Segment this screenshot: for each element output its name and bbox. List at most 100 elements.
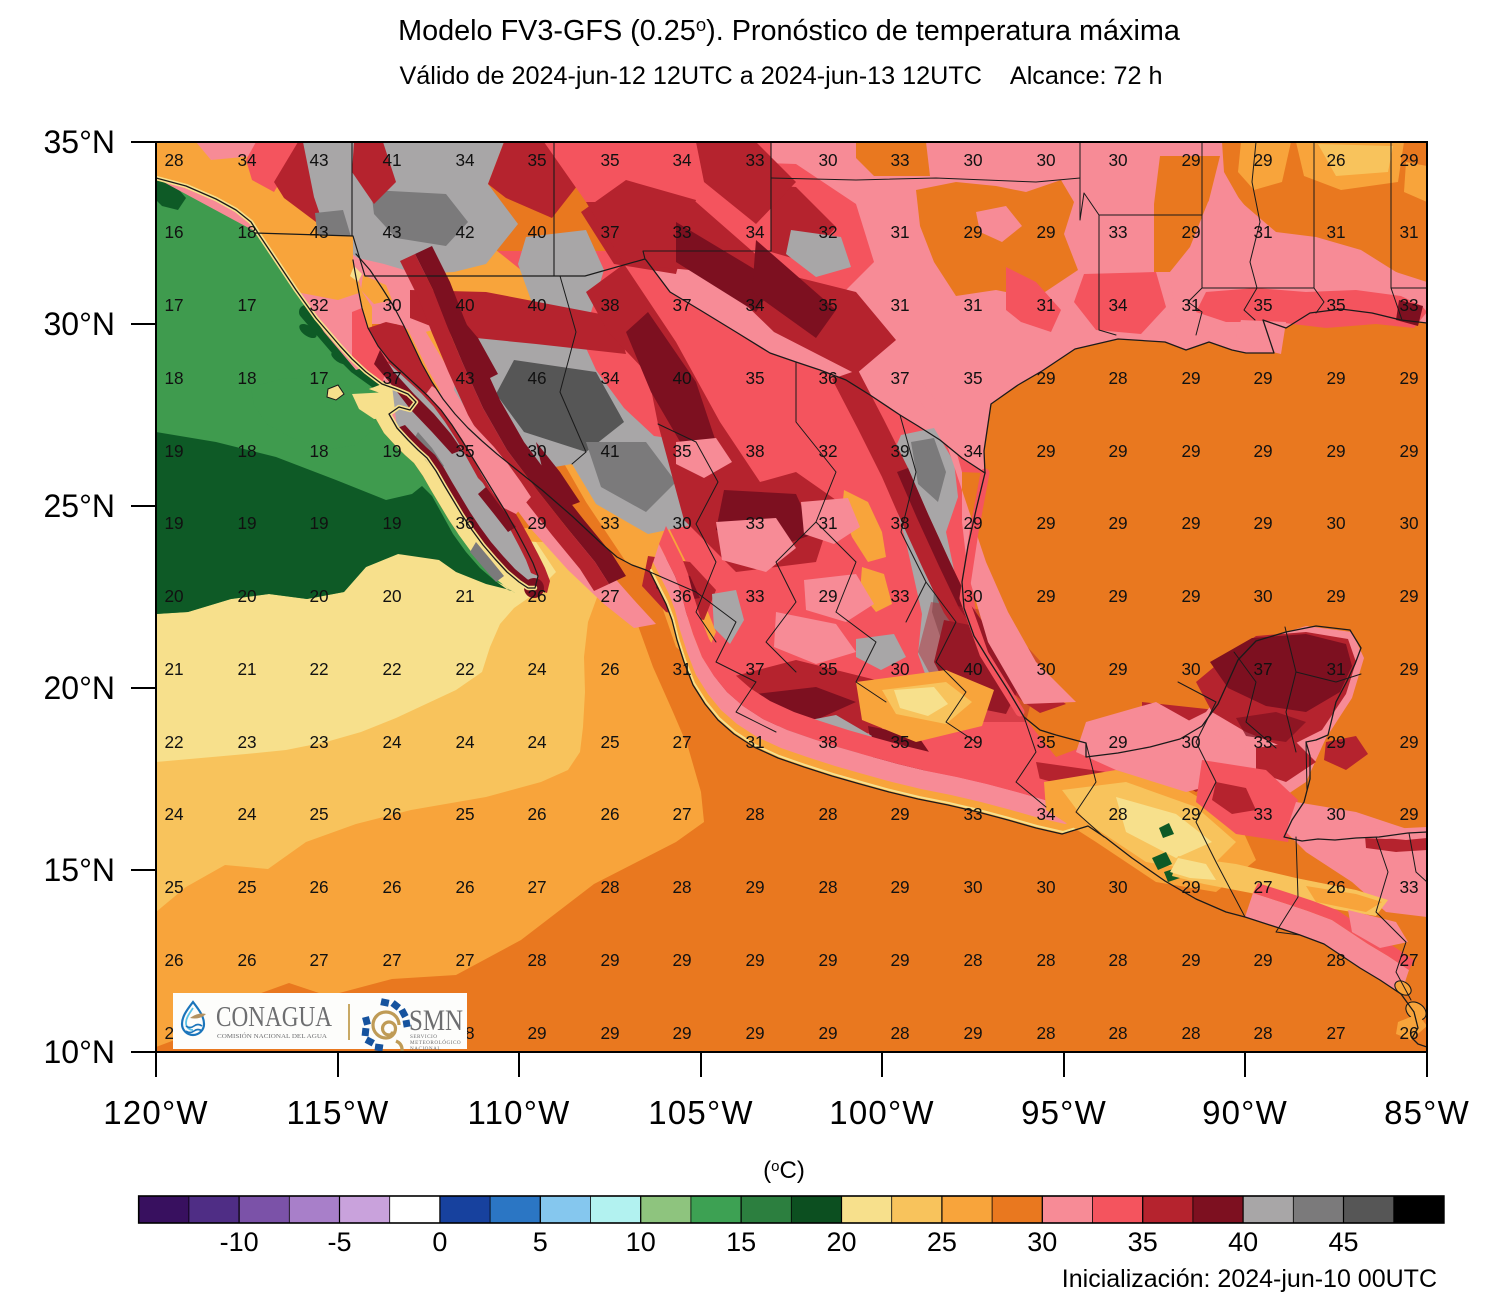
- svg-text:30: 30: [1181, 659, 1200, 679]
- svg-text:35: 35: [600, 150, 619, 170]
- svg-text:26: 26: [600, 804, 619, 824]
- svg-text:25: 25: [164, 877, 183, 897]
- svg-text:26: 26: [600, 659, 619, 679]
- svg-text:29: 29: [1181, 513, 1200, 533]
- svg-text:42: 42: [455, 222, 474, 242]
- svg-text:29: 29: [818, 950, 837, 970]
- svg-text:35: 35: [1326, 295, 1345, 315]
- svg-text:32: 32: [818, 222, 837, 242]
- svg-text:0: 0: [432, 1227, 447, 1257]
- svg-text:33: 33: [1253, 732, 1272, 752]
- svg-text:27: 27: [1253, 877, 1272, 897]
- svg-text:29: 29: [1036, 368, 1055, 388]
- svg-text:34: 34: [1036, 804, 1056, 824]
- svg-text:22: 22: [309, 659, 328, 679]
- svg-text:31: 31: [963, 295, 982, 315]
- svg-text:29: 29: [1108, 513, 1127, 533]
- svg-text:28: 28: [1108, 950, 1127, 970]
- svg-text:27: 27: [600, 586, 619, 606]
- svg-text:25: 25: [927, 1227, 957, 1257]
- svg-text:30: 30: [963, 150, 982, 170]
- svg-text:29: 29: [1399, 804, 1418, 824]
- svg-text:85°W: 85°W: [1384, 1094, 1470, 1131]
- svg-text:36: 36: [672, 586, 691, 606]
- svg-text:29: 29: [527, 513, 546, 533]
- svg-text:26: 26: [382, 877, 401, 897]
- svg-text:28: 28: [818, 877, 837, 897]
- svg-text:(oC): (oC): [763, 1157, 805, 1184]
- svg-text:36: 36: [455, 513, 474, 533]
- svg-text:36: 36: [818, 368, 837, 388]
- svg-text:29: 29: [1399, 150, 1418, 170]
- svg-text:28: 28: [890, 1023, 909, 1043]
- svg-text:29: 29: [1036, 513, 1055, 533]
- svg-text:90°W: 90°W: [1202, 1094, 1288, 1131]
- svg-text:29: 29: [1181, 877, 1200, 897]
- svg-text:CONAGUA: CONAGUA: [216, 1002, 333, 1033]
- svg-text:28: 28: [745, 804, 764, 824]
- svg-text:METEOROLÓGICO: METEOROLÓGICO: [410, 1038, 461, 1046]
- svg-text:29: 29: [1399, 732, 1418, 752]
- svg-text:23: 23: [237, 732, 256, 752]
- svg-text:25: 25: [600, 732, 619, 752]
- svg-text:29: 29: [1036, 441, 1055, 461]
- svg-text:35: 35: [818, 295, 837, 315]
- svg-text:21: 21: [455, 586, 474, 606]
- svg-text:33: 33: [890, 586, 909, 606]
- svg-text:29: 29: [1326, 441, 1345, 461]
- svg-text:29: 29: [1181, 441, 1200, 461]
- svg-text:33: 33: [745, 513, 764, 533]
- svg-text:29: 29: [745, 877, 764, 897]
- svg-text:43: 43: [309, 222, 328, 242]
- svg-text:24: 24: [164, 804, 184, 824]
- svg-text:27: 27: [1399, 950, 1418, 970]
- svg-text:29: 29: [818, 586, 837, 606]
- svg-text:27: 27: [527, 877, 546, 897]
- svg-text:38: 38: [890, 513, 909, 533]
- svg-text:30: 30: [1108, 877, 1127, 897]
- svg-text:30: 30: [1036, 150, 1055, 170]
- svg-text:120°W: 120°W: [103, 1094, 208, 1131]
- svg-text:41: 41: [382, 150, 401, 170]
- svg-text:-5: -5: [327, 1227, 351, 1257]
- svg-text:32: 32: [309, 295, 328, 315]
- svg-text:17: 17: [237, 295, 256, 315]
- svg-text:35: 35: [963, 368, 982, 388]
- svg-text:33: 33: [1399, 877, 1418, 897]
- svg-text:29: 29: [1399, 368, 1418, 388]
- svg-text:28: 28: [1253, 1023, 1272, 1043]
- svg-text:38: 38: [818, 732, 837, 752]
- svg-text:29: 29: [963, 1023, 982, 1043]
- svg-text:22: 22: [164, 732, 183, 752]
- svg-text:31: 31: [1036, 295, 1055, 315]
- svg-text:31: 31: [890, 222, 909, 242]
- svg-text:115°W: 115°W: [287, 1094, 390, 1131]
- svg-text:28: 28: [1108, 368, 1127, 388]
- svg-text:Válido de 2024-jun-12 12UTC a: Válido de 2024-jun-12 12UTC a 2024-jun-1…: [399, 62, 1162, 90]
- svg-text:100°W: 100°W: [829, 1094, 934, 1131]
- svg-text:28: 28: [672, 877, 691, 897]
- svg-text:28: 28: [164, 150, 183, 170]
- svg-text:30: 30: [1108, 150, 1127, 170]
- svg-text:30: 30: [1181, 732, 1200, 752]
- svg-text:29: 29: [1108, 732, 1127, 752]
- svg-text:33: 33: [745, 586, 764, 606]
- svg-text:18: 18: [237, 222, 256, 242]
- svg-text:25°N: 25°N: [44, 488, 116, 524]
- svg-text:105°W: 105°W: [648, 1094, 753, 1131]
- svg-text:22: 22: [455, 659, 474, 679]
- svg-text:29: 29: [600, 1023, 619, 1043]
- svg-text:35: 35: [455, 441, 474, 461]
- svg-text:21: 21: [164, 659, 183, 679]
- svg-text:29: 29: [672, 950, 691, 970]
- svg-text:20: 20: [164, 586, 183, 606]
- svg-text:31: 31: [890, 295, 909, 315]
- svg-text:29: 29: [1399, 659, 1418, 679]
- svg-text:29: 29: [1036, 222, 1055, 242]
- svg-text:Inicialización: 2024-jun-10 00: Inicialización: 2024-jun-10 00UTC: [1062, 1265, 1437, 1293]
- svg-text:30: 30: [818, 150, 837, 170]
- svg-text:24: 24: [455, 732, 475, 752]
- svg-text:29: 29: [963, 513, 982, 533]
- svg-text:21: 21: [237, 659, 256, 679]
- svg-text:29: 29: [1108, 441, 1127, 461]
